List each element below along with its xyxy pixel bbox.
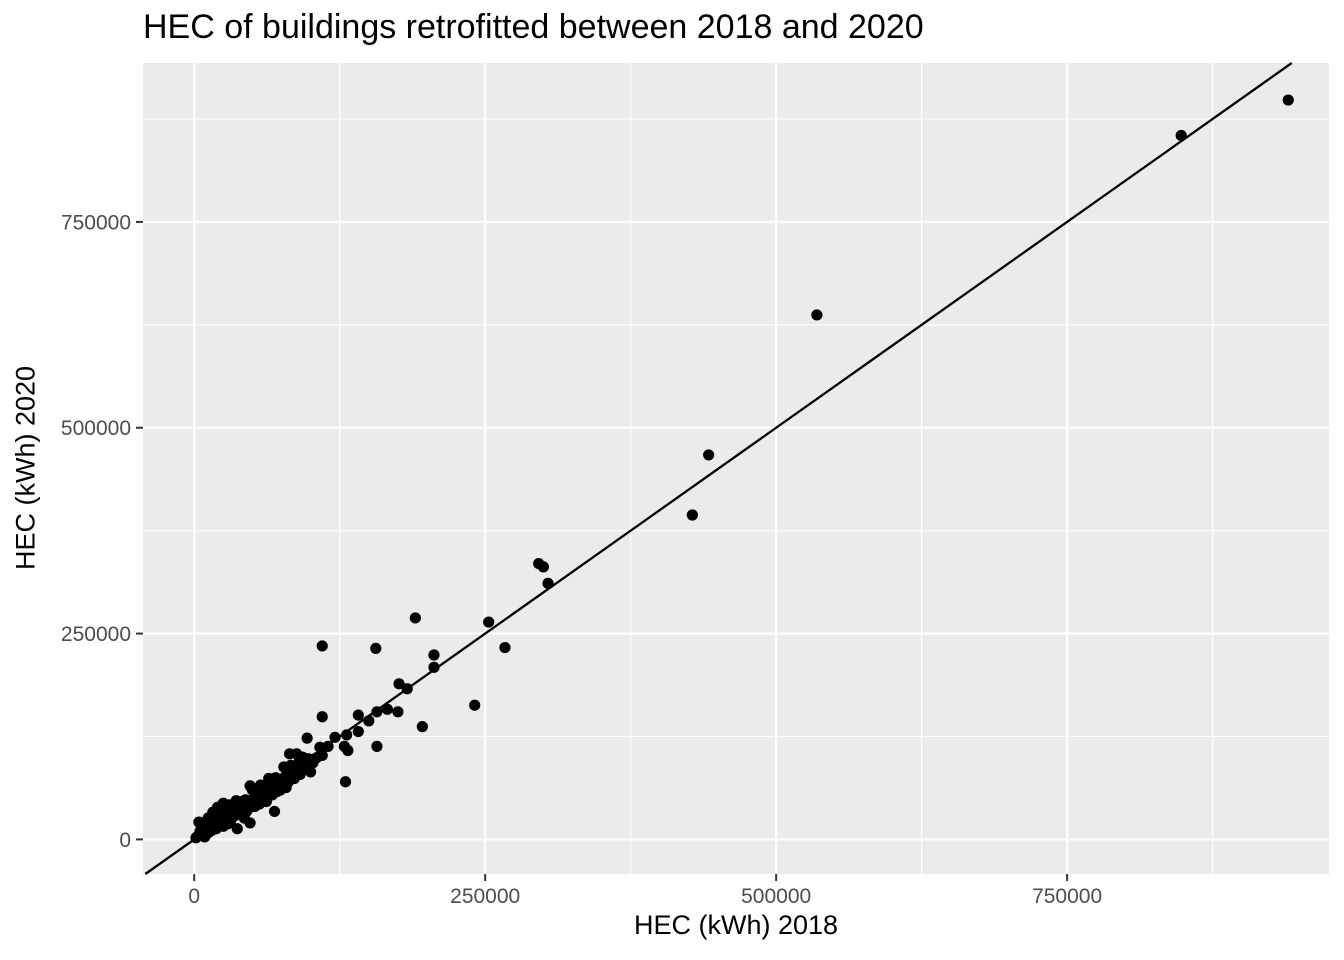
- x-axis-label: HEC (kWh) 2018: [633, 910, 839, 940]
- data-point: [811, 309, 823, 321]
- data-point: [537, 561, 549, 573]
- data-point: [352, 725, 364, 738]
- chart-title: HEC of buildings retrofitted between 201…: [143, 8, 924, 46]
- reference-line-layer: [144, 62, 1293, 875]
- x-tick-label: 750000: [1032, 885, 1102, 908]
- data-point: [341, 729, 353, 741]
- reference-line: [144, 62, 1293, 875]
- data-point: [469, 699, 481, 711]
- x-tick-label: 250000: [450, 885, 520, 908]
- y-axis: 0 250000 500000 750000: [61, 211, 143, 852]
- data-point: [686, 509, 698, 521]
- data-point: [242, 798, 254, 810]
- data-point: [342, 744, 354, 757]
- data-point: [352, 709, 364, 721]
- y-tick-label: 250000: [61, 623, 131, 646]
- plot-panel: [143, 63, 1329, 874]
- data-point: [371, 740, 383, 752]
- data-point: [284, 748, 296, 760]
- data-point: [483, 616, 495, 628]
- data-point: [329, 731, 341, 743]
- data-point: [416, 721, 428, 733]
- x-tick-label: 0: [188, 885, 200, 908]
- y-tick-label: 0: [119, 829, 131, 852]
- data-point: [230, 795, 242, 807]
- y-tick-label: 500000: [61, 417, 131, 440]
- data-point: [263, 772, 275, 785]
- data-point: [316, 711, 328, 723]
- data-point: [428, 661, 440, 673]
- y-axis-label: HEC (kWh) 2020: [10, 365, 41, 571]
- data-point: [393, 678, 405, 690]
- data-point: [428, 649, 440, 661]
- data-point: [231, 823, 243, 835]
- data-point: [268, 805, 281, 818]
- grid-major: [143, 63, 1329, 874]
- data-point: [1282, 94, 1294, 106]
- x-axis: 0 250000 500000 750000: [188, 874, 1102, 908]
- data-point: [339, 776, 352, 788]
- data-point: [222, 818, 234, 830]
- x-tick-label: 500000: [741, 885, 811, 908]
- data-point: [409, 612, 421, 624]
- data-point: [300, 763, 312, 776]
- data-point: [370, 642, 382, 655]
- data-point: [499, 641, 511, 654]
- y-tick-label: 750000: [61, 211, 131, 234]
- data-point: [381, 703, 394, 715]
- data-point: [252, 791, 264, 804]
- data-point: [703, 449, 715, 461]
- data-point: [238, 812, 250, 824]
- data-point: [316, 640, 328, 652]
- data-point: [392, 706, 404, 718]
- data-point: [301, 732, 313, 744]
